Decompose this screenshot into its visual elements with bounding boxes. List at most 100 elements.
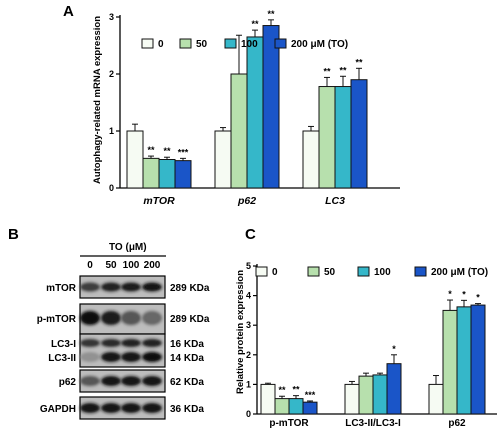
blot-band-core xyxy=(103,284,119,290)
chart-c-bar xyxy=(302,401,318,415)
chart-a-legend-swatch xyxy=(179,38,192,49)
chart-a-bar xyxy=(318,86,336,189)
chart-a-y-tick-label: 3 xyxy=(109,12,114,22)
chart-c-legend-swatch xyxy=(255,266,268,277)
chart-a-y-tick-label: 0 xyxy=(109,183,114,193)
chart-c-legend-swatch xyxy=(307,266,320,277)
chart-c-bar xyxy=(274,398,290,415)
chart-c-y-tick-label: 1 xyxy=(246,379,251,389)
chart-a-bar xyxy=(158,159,176,189)
blot-kda-label: 14 KDa xyxy=(170,353,204,364)
blot-band-core xyxy=(103,313,119,323)
chart-a-y-tick-label: 1 xyxy=(109,126,114,136)
blot-row-label: GAPDH xyxy=(40,404,76,415)
blot-dose-label: 50 xyxy=(105,260,117,271)
chart-a-significance-mark: ** xyxy=(163,146,171,156)
chart-c-y-axis-title: Relative protein expression xyxy=(235,270,246,394)
panel-letter-b: B xyxy=(8,226,19,243)
blot-band-core xyxy=(144,341,160,345)
blot-band-core xyxy=(123,313,139,323)
blot-band-core xyxy=(144,313,160,323)
chart-c-significance-mark: *** xyxy=(305,390,316,400)
chart-c-significance-mark: * xyxy=(462,289,466,299)
blot-band-core xyxy=(144,405,160,411)
chart-a-y-axis-title: Autophagy-related mRNA expression xyxy=(92,16,103,184)
chart-c-significance-mark: ** xyxy=(278,385,286,395)
blot-band-core xyxy=(82,354,98,360)
blot-band-core xyxy=(123,405,139,411)
chart-c-y-tick-label: 3 xyxy=(246,320,251,330)
blot-row-label: LC3-I xyxy=(51,339,76,350)
chart-a-bar xyxy=(246,36,264,189)
chart-a-bar xyxy=(142,157,160,189)
chart-c-category-label: p62 xyxy=(448,418,466,429)
blot-kda-label: 62 KDa xyxy=(170,377,204,388)
chart-a-bar xyxy=(302,130,320,189)
blot-band-core xyxy=(123,378,139,384)
blot-row-label: p62 xyxy=(59,377,77,388)
blot-band-core xyxy=(82,378,98,384)
chart-c-y-tick-label: 4 xyxy=(246,291,251,301)
blot-band-core xyxy=(144,378,160,384)
chart-a-significance-mark: *** xyxy=(178,147,189,157)
chart-a-bar xyxy=(334,86,352,189)
chart-a-significance-mark: ** xyxy=(323,66,331,76)
chart-c-bar xyxy=(358,375,374,415)
chart-a-legend-label: 50 xyxy=(196,39,208,50)
blot-row-label: LC3-II xyxy=(48,353,76,364)
chart-a-y-tick-label: 2 xyxy=(109,69,114,79)
chart-c-significance-mark: * xyxy=(476,293,480,303)
panel-letter-a: A xyxy=(63,3,74,20)
blot-band-core xyxy=(123,284,139,290)
chart-c-bar xyxy=(442,309,458,415)
chart-a-legend-swatch xyxy=(224,38,237,49)
chart-a-significance-mark: ** xyxy=(267,9,275,19)
blot-band-core xyxy=(82,284,98,290)
blot-membrane xyxy=(79,333,166,368)
chart-c-legend-label: 100 xyxy=(374,267,391,278)
chart-a-legend-label: 100 xyxy=(241,39,258,50)
blot-title: TO (μM) xyxy=(109,242,147,253)
blot-band-core xyxy=(82,341,98,345)
chart-a-bar xyxy=(262,25,280,189)
blot-band-core xyxy=(123,354,139,360)
western-blot: TO (μM) 0 50 100 200 mTOR 289 KDa p-mTOR 289 K… xyxy=(37,242,210,420)
blot-dose-label: 100 xyxy=(123,260,140,271)
chart-c-significance-mark: * xyxy=(448,289,452,299)
chart-a-category-label: mTOR xyxy=(143,195,175,207)
blot-band-core xyxy=(123,341,139,345)
blot-row-label: mTOR xyxy=(46,283,77,294)
chart-c-legend-swatch xyxy=(357,266,370,277)
chart-c-bar xyxy=(386,363,402,415)
panel-letter-c: C xyxy=(245,226,256,243)
chart-a-bar xyxy=(174,160,192,189)
blot-kda-label: 289 KDa xyxy=(170,283,210,294)
blot-kda-label: 36 KDa xyxy=(170,404,204,415)
blot-row-label: p-mTOR xyxy=(37,314,77,325)
chart-c-bar xyxy=(288,398,304,415)
chart-a-bar xyxy=(230,73,248,189)
chart-c-bar xyxy=(260,383,276,415)
chart-c-legend-swatch xyxy=(414,266,427,277)
chart-c-legend-label: 0 xyxy=(272,267,278,278)
blot-dose-label: 0 xyxy=(87,260,93,271)
chart-c-y-tick-label: 0 xyxy=(246,409,251,419)
chart-a-bar xyxy=(350,79,368,189)
chart-c-bar xyxy=(456,306,472,415)
blot-band-core xyxy=(103,405,119,411)
chart-c-legend-label: 200 μM (TO) xyxy=(431,267,488,278)
chart-c-category-label: p-mTOR xyxy=(269,418,309,429)
chart-c-significance-mark: * xyxy=(392,344,396,354)
chart-a-category-label: LC3 xyxy=(325,195,345,207)
chart-a-category-label: p62 xyxy=(237,195,256,207)
chart-c-bar xyxy=(470,304,486,415)
blot-band-core xyxy=(144,354,160,360)
blot-band-core xyxy=(144,284,160,290)
chart-c-category-label: LC3-II/LC3-I xyxy=(345,418,401,429)
chart-a-legend-swatch xyxy=(274,38,287,49)
blot-band-core xyxy=(82,313,98,323)
blot-kda-label: 289 KDa xyxy=(170,314,210,325)
chart-a-significance-mark: ** xyxy=(339,65,347,75)
chart-c-bar xyxy=(372,374,388,415)
